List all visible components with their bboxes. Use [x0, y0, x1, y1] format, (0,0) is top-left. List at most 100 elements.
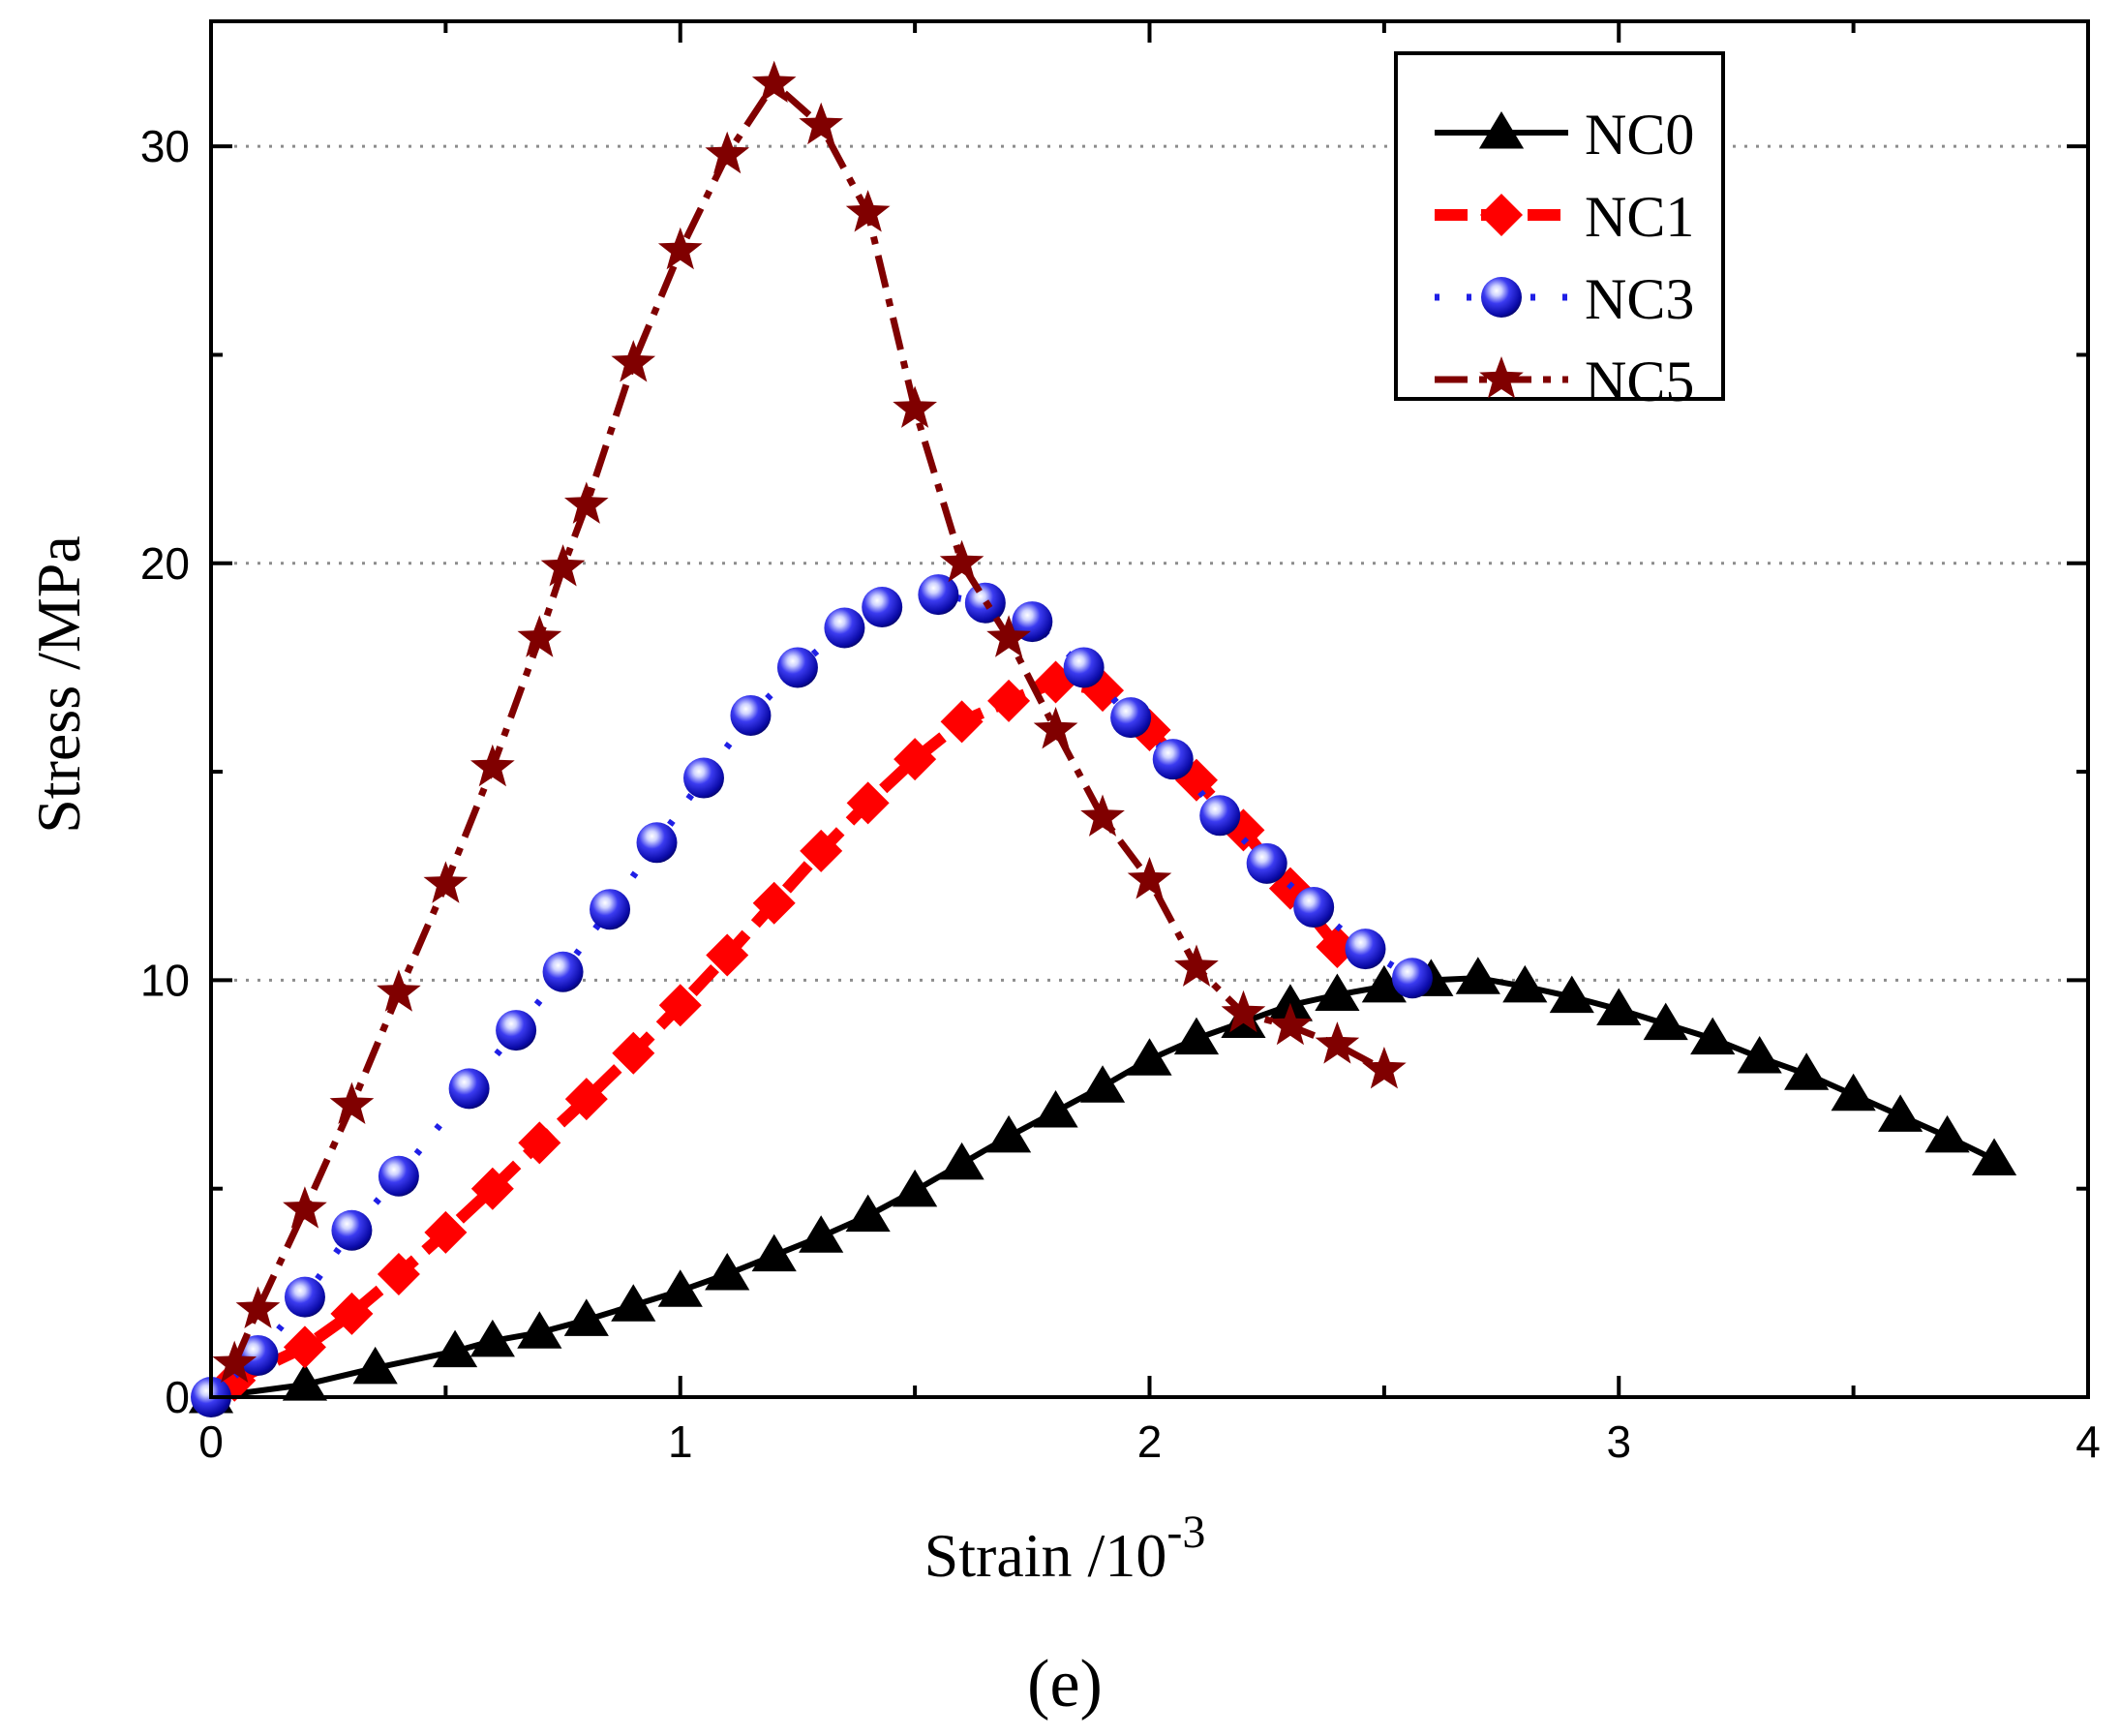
data-point-triangle — [1315, 973, 1360, 1011]
series-NC3 — [191, 574, 1433, 1417]
data-point-circle — [496, 1010, 537, 1051]
data-point-star — [705, 131, 750, 174]
data-point-triangle — [1478, 111, 1525, 149]
data-point-star — [1221, 990, 1266, 1033]
data-point-circle — [730, 694, 772, 736]
data-point-star — [751, 60, 797, 103]
data-point-triangle — [705, 1252, 750, 1291]
data-point-triangle — [1361, 964, 1407, 1003]
data-point-star — [235, 1286, 281, 1328]
data-point-triangle — [432, 1329, 478, 1368]
data-point-triangle — [939, 1142, 984, 1180]
data-point-circle — [918, 574, 959, 616]
data-point-diamond — [518, 1121, 561, 1165]
data-point-diamond — [800, 829, 843, 872]
legend-label: NC1 — [1585, 185, 1694, 249]
data-point-triangle — [985, 1114, 1032, 1153]
data-point-star — [1033, 707, 1078, 749]
y-axis-title: Stress /MPa — [24, 535, 93, 834]
data-point-diamond — [893, 738, 937, 781]
data-point-diamond — [377, 1252, 420, 1295]
legend-item-NC1: NC1 — [1435, 185, 1694, 249]
data-point-star — [1315, 1021, 1360, 1064]
data-point-circle — [1481, 277, 1522, 318]
axes: 0 1 2 3 4 0 10 20 30 — [140, 19, 2101, 1467]
data-point-circle — [776, 647, 818, 688]
data-point-diamond — [283, 1325, 326, 1369]
data-point-diamond — [987, 679, 1031, 722]
data-point-triangle — [1831, 1073, 1876, 1112]
data-point-star — [611, 340, 656, 382]
data-point-circle — [682, 757, 724, 799]
data-point-triangle — [893, 1169, 938, 1207]
legend-label: NC0 — [1585, 103, 1694, 167]
data-point-star — [564, 481, 609, 524]
data-point-triangle — [563, 1298, 609, 1336]
data-point-circle — [1345, 929, 1386, 970]
data-point-diamond — [470, 1167, 514, 1210]
data-point-diamond — [706, 933, 749, 977]
data-point-star — [470, 744, 515, 787]
data-point-star — [1080, 794, 1125, 837]
data-point-triangle — [1079, 1065, 1126, 1103]
legend: NC0 NC1 NC3 NC5 — [1394, 51, 1725, 413]
data-point-star — [1127, 857, 1172, 899]
data-point-circle — [1152, 739, 1194, 780]
data-point-triangle — [517, 1311, 562, 1349]
series-NC0 — [188, 957, 2017, 1414]
data-point-star — [657, 227, 703, 270]
data-point-circle — [636, 822, 678, 864]
data-point-circle — [590, 889, 631, 930]
data-point-triangle — [1924, 1114, 1970, 1153]
data-point-triangle — [845, 1194, 891, 1233]
legend-item-NC3: NC3 — [1435, 267, 1694, 331]
data-point-triangle — [1267, 984, 1314, 1021]
data-point-star — [1479, 356, 1524, 399]
data-point-star — [377, 969, 421, 1012]
data-point-circle — [448, 1068, 490, 1110]
data-point-star — [799, 102, 843, 145]
data-point-star — [939, 539, 984, 583]
data-point-triangle — [1173, 1017, 1220, 1055]
y-tick-label: 10 — [140, 955, 190, 1005]
y-tick-label: 30 — [140, 121, 190, 171]
data-point-circle — [1199, 795, 1241, 837]
data-point-diamond — [1480, 194, 1523, 236]
data-point-circle — [824, 607, 865, 649]
data-point-star — [540, 544, 586, 587]
data-point-triangle — [1455, 957, 1500, 994]
x-tick-label: 2 — [1137, 1416, 1163, 1467]
data-point-circle — [862, 587, 903, 628]
x-tick-label: 4 — [2075, 1416, 2101, 1467]
data-point-circle — [284, 1276, 325, 1318]
data-point-diamond — [752, 881, 796, 925]
data-point-star — [986, 615, 1031, 657]
series-layer — [188, 60, 2017, 1417]
data-point-diamond — [658, 984, 702, 1027]
data-point-circle — [331, 1209, 373, 1251]
data-point-triangle — [751, 1233, 797, 1272]
data-point-triangle — [1033, 1090, 1078, 1128]
y-tick-label: 0 — [165, 1372, 190, 1422]
x-tick-label: 0 — [198, 1416, 224, 1467]
data-point-diamond — [330, 1292, 374, 1335]
axis-labels: Strain /10-3 Stress /MPa (e) — [24, 535, 1205, 1721]
y-tick-label: 20 — [140, 538, 190, 589]
data-point-circle — [542, 951, 584, 992]
data-point-star — [845, 190, 891, 232]
x-tick-label: 3 — [1606, 1416, 1631, 1467]
data-point-triangle — [1502, 964, 1548, 1003]
data-point-triangle — [1737, 1036, 1782, 1074]
data-point-triangle — [469, 1319, 515, 1357]
data-point-diamond — [564, 1078, 608, 1121]
data-point-diamond — [424, 1210, 468, 1254]
data-point-circle — [1246, 842, 1287, 884]
data-point-triangle — [1127, 1038, 1172, 1076]
data-point-circle — [1110, 697, 1152, 739]
data-point-triangle — [1549, 975, 1594, 1014]
data-point-triangle — [657, 1269, 703, 1307]
legend-label: NC3 — [1585, 267, 1694, 331]
series-NC1 — [213, 660, 1359, 1402]
data-point-circle — [378, 1155, 419, 1197]
data-point-diamond — [612, 1031, 655, 1075]
